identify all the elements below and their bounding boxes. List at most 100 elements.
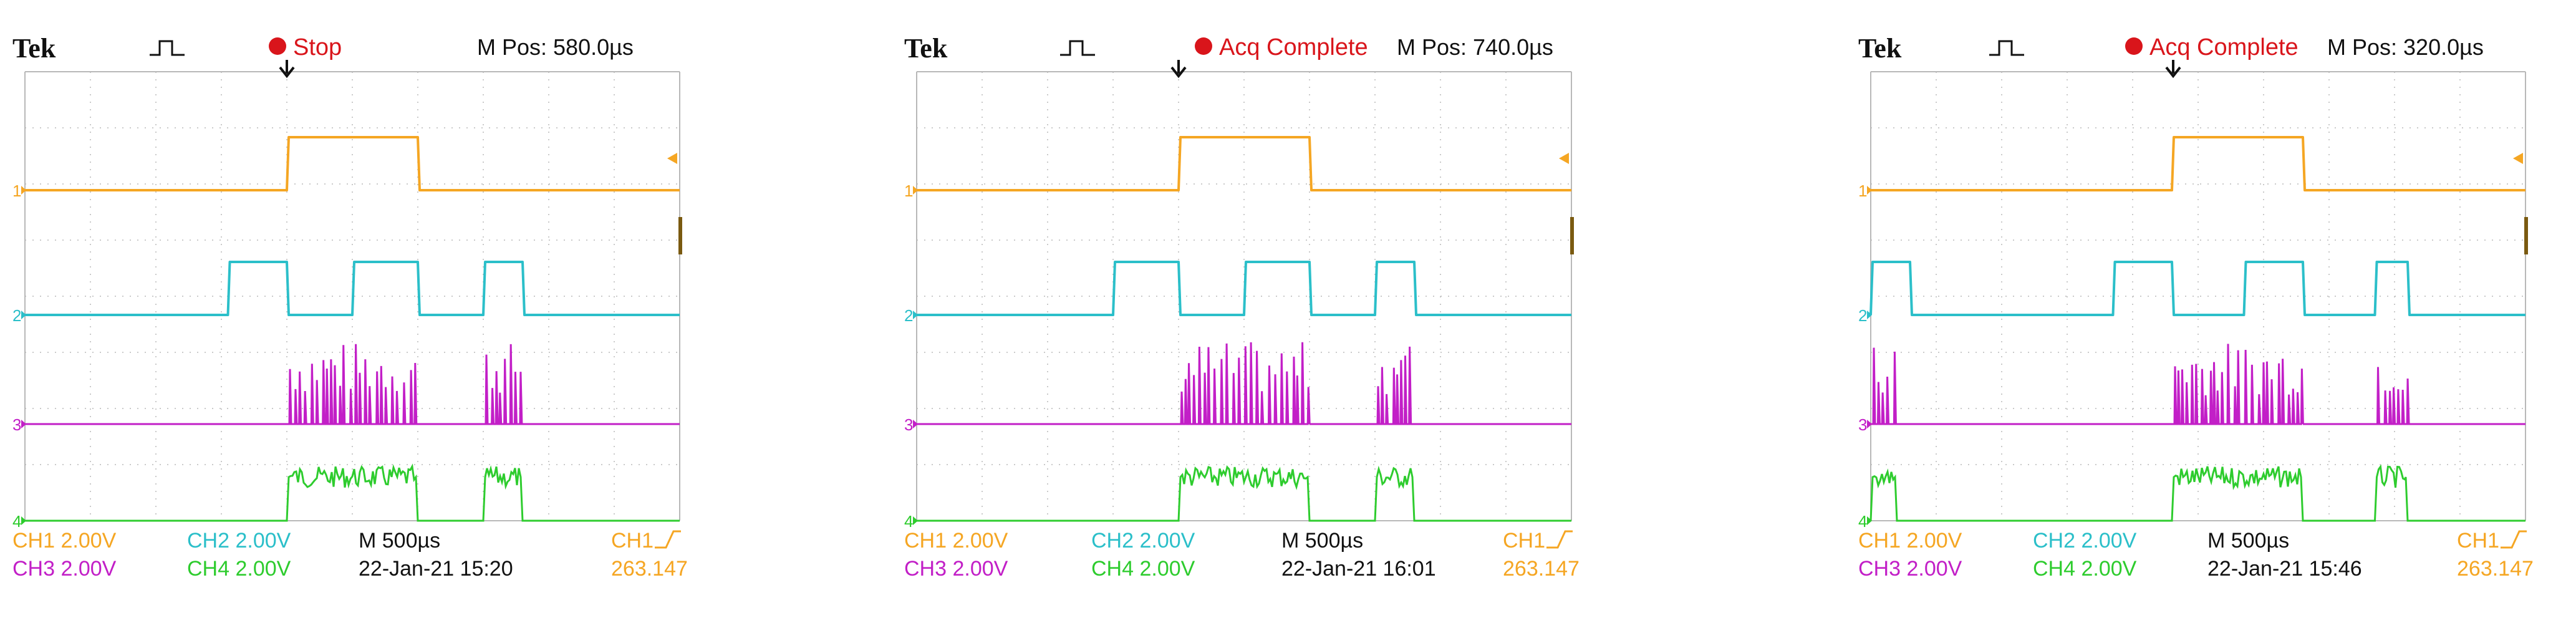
ch2-waveform (1869, 261, 2525, 316)
brand-label: Tek (12, 33, 56, 64)
ch4-ground-marker: 4 (904, 512, 913, 531)
ch4-scale: CH4 2.00V (187, 557, 291, 581)
trigger-position-arrow-icon (1170, 60, 1187, 79)
trigger-level-marker-icon (1559, 153, 1569, 164)
trigger-edge-icon (1060, 40, 1095, 56)
ch2-ground-marker: 2 (1858, 306, 1867, 325)
ch4-ground-arrow-icon (1867, 516, 1872, 525)
acquisition-status: Acq Complete (1219, 34, 1368, 60)
trigger-level-marker-icon (2513, 153, 2523, 164)
ch2-ground-arrow-icon (913, 311, 918, 319)
ch2-scale: CH2 2.00V (187, 529, 291, 553)
status-dot-icon (1195, 37, 1212, 55)
ch2-scale: CH2 2.00V (1091, 529, 1195, 553)
ch4-scale: CH4 2.00V (2033, 557, 2137, 581)
ch1-scale: CH1 2.00V (904, 529, 1008, 553)
ch1-ground-arrow-icon (913, 186, 918, 195)
status-dot-icon (269, 37, 286, 55)
ch3-scale: CH3 2.00V (1858, 557, 1962, 581)
waveform-traces (1869, 136, 2525, 522)
trigger-slope-icon (1546, 530, 1573, 549)
ch2-ground-marker: 2 (904, 306, 913, 325)
ch1-waveform (1871, 136, 2525, 191)
trigger-level: 263.147 (611, 557, 688, 581)
ch3-waveform (917, 342, 1571, 425)
ch2-scale: CH2 2.00V (2033, 529, 2137, 553)
ch3-waveform (25, 344, 680, 425)
trigger-level: 263.147 (2457, 557, 2534, 581)
timebase-readout: M 500µs (2207, 529, 2289, 553)
scope-display-1: Tek Stop M Pos: 580.0µs 1 2 3 4 CH1 2.00V C… (12, 33, 688, 581)
channel-markers: 1 2 3 4 (1858, 153, 2528, 531)
date-time-readout: 22-Jan-21 16:01 (1281, 557, 1436, 581)
trigger-position-arrow-icon (2165, 60, 2181, 79)
trigger-source: CH1 (1503, 529, 1545, 553)
trigger-slope-icon (2501, 530, 2527, 549)
waveform-traces (917, 136, 1571, 522)
ch4-waveform (25, 463, 680, 522)
ch1-ground-arrow-icon (21, 186, 26, 195)
graticule-grid (1870, 71, 2526, 521)
ch1-waveform (25, 136, 680, 191)
ch2-ground-arrow-icon (1867, 311, 1872, 319)
trigger-level: 263.147 (1503, 557, 1580, 581)
ch4-ground-arrow-icon (21, 516, 26, 525)
ch2-waveform (917, 261, 1571, 316)
ch4-ground-marker: 4 (12, 512, 21, 531)
side-marker (678, 217, 682, 254)
ch4-ground-marker: 4 (1858, 512, 1867, 531)
brand-label: Tek (904, 33, 948, 64)
trigger-edge-icon (1989, 40, 2024, 56)
channel-markers: 1 2 3 4 (12, 153, 682, 531)
trigger-source: CH1 (611, 529, 654, 553)
ch3-ground-marker: 3 (904, 415, 913, 434)
ch3-ground-arrow-icon (913, 420, 918, 428)
side-marker (1570, 217, 1574, 254)
ch2-ground-marker: 2 (12, 306, 21, 325)
ch4-waveform (1869, 464, 2525, 522)
waveform-traces (25, 136, 680, 522)
ch3-ground-arrow-icon (1867, 420, 1872, 428)
oscilloscope-screen-1: Tek Stop M Pos: 580.0µs 1 2 3 4 CH1 2.00V C… (12, 19, 692, 605)
timebase-readout: M 500µs (359, 529, 440, 553)
scope-display-3: Tek Acq Complete M Pos: 320.0µs 1 2 3 4 CH1… (1858, 33, 2534, 581)
ch3-ground-marker: 3 (1858, 415, 1867, 434)
ch1-scale: CH1 2.00V (12, 529, 117, 553)
ch4-scale: CH4 2.00V (1091, 557, 1195, 581)
ch3-scale: CH3 2.00V (904, 557, 1008, 581)
channel-markers: 1 2 3 4 (904, 153, 1574, 531)
ch3-scale: CH3 2.00V (12, 557, 117, 581)
trigger-edge-icon (150, 40, 185, 56)
ch2-waveform (25, 261, 680, 316)
acquisition-status: Stop (293, 34, 342, 60)
date-time-readout: 22-Jan-21 15:20 (359, 557, 513, 581)
acquisition-status: Acq Complete (2149, 34, 2299, 60)
brand-label: Tek (1858, 33, 1902, 64)
ch3-ground-arrow-icon (21, 420, 26, 428)
side-marker (2524, 217, 2528, 254)
oscilloscope-screen-3: Tek Acq Complete M Pos: 320.0µs 1 2 3 4 CH1… (1858, 19, 2538, 605)
ch1-scale: CH1 2.00V (1858, 529, 1962, 553)
trigger-source: CH1 (2457, 529, 2499, 553)
ch1-ground-marker: 1 (1858, 181, 1867, 200)
trigger-level-marker-icon (667, 153, 677, 164)
ch1-ground-marker: 1 (12, 181, 21, 200)
m-pos-readout: M Pos: 740.0µs (1397, 34, 1553, 60)
timebase-readout: M 500µs (1281, 529, 1363, 553)
scope-display-2: Tek Acq Complete M Pos: 740.0µs 1 2 3 4 CH1… (904, 33, 1580, 581)
ch1-ground-arrow-icon (1867, 186, 1872, 195)
ch1-waveform (917, 136, 1571, 191)
trigger-position-arrow-icon (279, 60, 295, 79)
ch4-ground-arrow-icon (913, 516, 918, 525)
ch2-ground-arrow-icon (21, 311, 26, 319)
ch1-ground-marker: 1 (904, 181, 913, 200)
oscilloscope-screen-2: Tek Acq Complete M Pos: 740.0µs 1 2 3 4 CH1… (904, 19, 1584, 605)
status-dot-icon (2125, 37, 2143, 55)
m-pos-readout: M Pos: 580.0µs (477, 34, 634, 60)
trigger-slope-icon (655, 530, 681, 549)
ch3-ground-marker: 3 (12, 415, 21, 434)
ch4-waveform (917, 465, 1571, 522)
date-time-readout: 22-Jan-21 15:46 (2207, 557, 2362, 581)
ch3-waveform (1871, 344, 2525, 425)
m-pos-readout: M Pos: 320.0µs (2327, 34, 2484, 60)
